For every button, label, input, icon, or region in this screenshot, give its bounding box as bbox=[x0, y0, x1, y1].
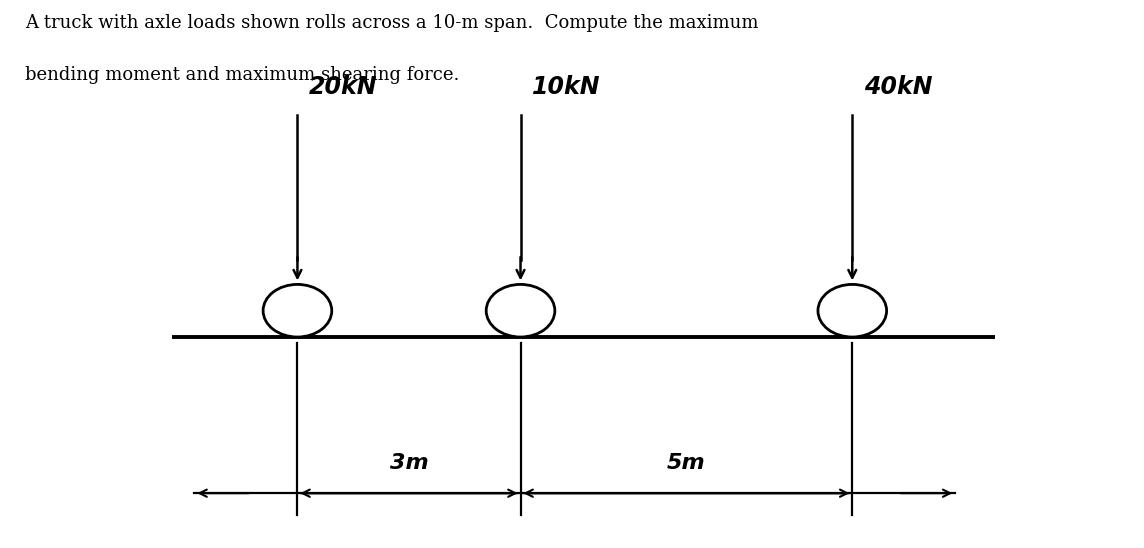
Ellipse shape bbox=[486, 284, 555, 337]
Text: bending moment and maximum shearing force.: bending moment and maximum shearing forc… bbox=[25, 66, 460, 84]
Ellipse shape bbox=[818, 284, 887, 337]
Text: 40kN: 40kN bbox=[864, 75, 932, 99]
Text: 20kN: 20kN bbox=[309, 75, 378, 99]
Text: 10kN: 10kN bbox=[532, 75, 601, 99]
Ellipse shape bbox=[263, 284, 332, 337]
Text: 3m: 3m bbox=[390, 453, 428, 473]
Text: A truck with axle loads shown rolls across a 10-m span.  Compute the maximum: A truck with axle loads shown rolls acro… bbox=[25, 14, 758, 32]
Text: 5m: 5m bbox=[667, 453, 706, 473]
